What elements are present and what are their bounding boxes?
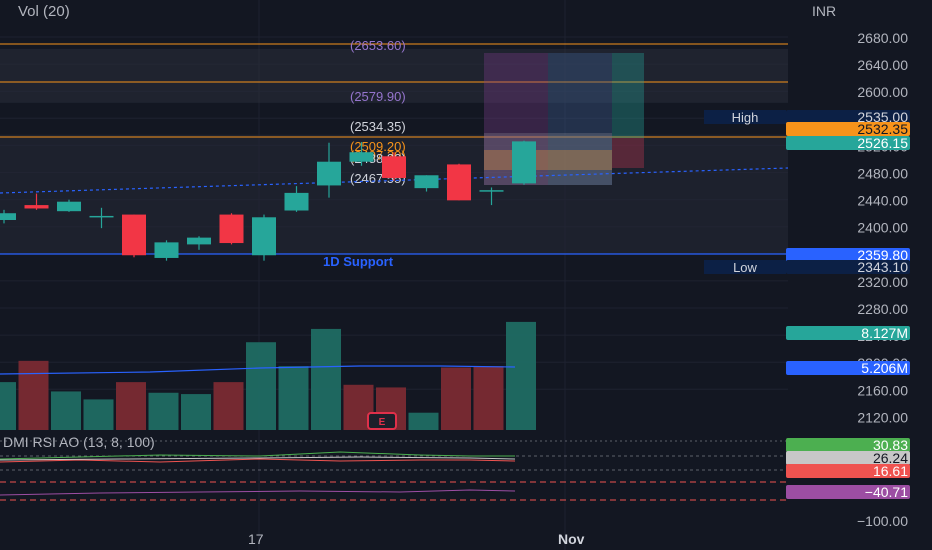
y-axis-tick: 2640.00: [857, 57, 908, 73]
volume-bar: [148, 392, 179, 430]
y-axis-tick: 2280.00: [857, 301, 908, 317]
price-tag: [786, 451, 910, 465]
price-tag-label: High: [732, 110, 759, 125]
indicator-axis-tick: −100.00: [857, 513, 908, 529]
support-label: 1D Support: [323, 254, 394, 269]
adx-line: [0, 456, 516, 461]
candle-body: [219, 214, 244, 244]
candle-body: [0, 213, 16, 220]
volume-bar: [213, 382, 244, 430]
volume-bar: [441, 367, 471, 430]
volume-panel-title: Vol (20): [18, 3, 70, 20]
candle-body: [414, 175, 439, 189]
price-tag-label-box: [704, 110, 786, 124]
price-tag: [786, 485, 910, 499]
price-tag-label: Low: [733, 260, 757, 275]
level-label: (2509.20): [350, 139, 406, 154]
projection-box: [612, 138, 644, 168]
projection-box: [484, 133, 612, 185]
candle-body: [154, 242, 179, 258]
indicator-panel-title: DMI RSI AO (13, 8, 100): [3, 434, 155, 450]
price-tag-value: 2343.10: [857, 259, 908, 275]
price-tag: [786, 110, 910, 124]
candle-body: [187, 237, 211, 245]
price-tag: [786, 361, 910, 375]
price-tag-value: 16.61: [873, 463, 908, 479]
price-tag: [786, 122, 910, 136]
dmi-plus-line: [0, 451, 515, 460]
candle-body: [252, 217, 276, 256]
volume-ma-line: [0, 365, 516, 375]
level-label: (2579.90): [350, 89, 406, 104]
volume-bar: [278, 366, 309, 430]
price-tag: [786, 136, 910, 150]
price-tag-value: 2535.00: [857, 109, 908, 125]
earnings-badge-icon[interactable]: E: [367, 412, 397, 430]
y-axis-tick: 2160.00: [857, 382, 908, 398]
candle-body: [122, 214, 146, 256]
y-axis-tick: 2320.00: [857, 274, 908, 290]
currency-label: INR: [812, 3, 837, 19]
candle-body: [447, 164, 471, 201]
y-axis-tick: 2400.00: [857, 220, 908, 236]
candle-body: [512, 141, 536, 184]
price-tag-value: 30.83: [873, 437, 908, 453]
dmi-minus-line: [0, 458, 516, 463]
price-tag: [786, 438, 910, 452]
price-tag-value: 2526.15: [857, 135, 908, 151]
trend-line: [0, 167, 789, 194]
volume-bar: [181, 394, 211, 430]
candle-body: [349, 152, 374, 162]
volume-bar: [0, 382, 16, 430]
volume-bar: [408, 412, 439, 430]
volume-bar: [51, 391, 81, 430]
price-tag-value: 2359.80: [857, 247, 908, 263]
candle-body: [382, 156, 406, 178]
price-tag-label-box: [704, 260, 786, 274]
price-tag: [786, 464, 910, 478]
level-label: (2534.35): [350, 119, 406, 134]
price-tag-value: 8.127M: [861, 325, 908, 341]
x-tick-17: 17: [248, 531, 264, 547]
projection-box: [612, 53, 644, 138]
volume-bar: [246, 342, 276, 430]
y-axis-tick: 2600.00: [857, 84, 908, 100]
candle-body: [24, 205, 49, 209]
y-axis-tick: 2680.00: [857, 30, 908, 46]
y-axis-tick: 2120.00: [857, 409, 908, 425]
candle-body: [89, 215, 114, 218]
y-axis-tick: 2440.00: [857, 193, 908, 209]
volume-bar: [83, 399, 114, 430]
resistance-zone-upper: [0, 48, 788, 103]
volume-bar: [311, 328, 341, 430]
volume-bar: [506, 321, 536, 430]
price-tag: [786, 260, 910, 274]
x-tick-nov: Nov: [558, 531, 585, 547]
price-tag-value: 2532.35: [857, 121, 908, 137]
y-axis-tick: 2480.00: [857, 166, 908, 182]
price-tag-value: 26.24: [873, 450, 908, 466]
volume-bar: [473, 366, 504, 430]
price-tag-value: 5.206M: [861, 360, 908, 376]
candle-body: [284, 192, 309, 211]
candle-body: [479, 190, 504, 192]
price-tag: [786, 326, 910, 340]
price-tag: [786, 248, 910, 262]
volume-bar: [116, 382, 146, 430]
ao-line: [0, 489, 516, 496]
level-label: (2653.60): [350, 38, 406, 53]
price-tag-value: −40.71: [865, 484, 908, 500]
candle-body: [57, 201, 81, 212]
volume-bar: [18, 360, 49, 430]
candle-body: [317, 161, 341, 186]
projection-box: [548, 53, 612, 185]
